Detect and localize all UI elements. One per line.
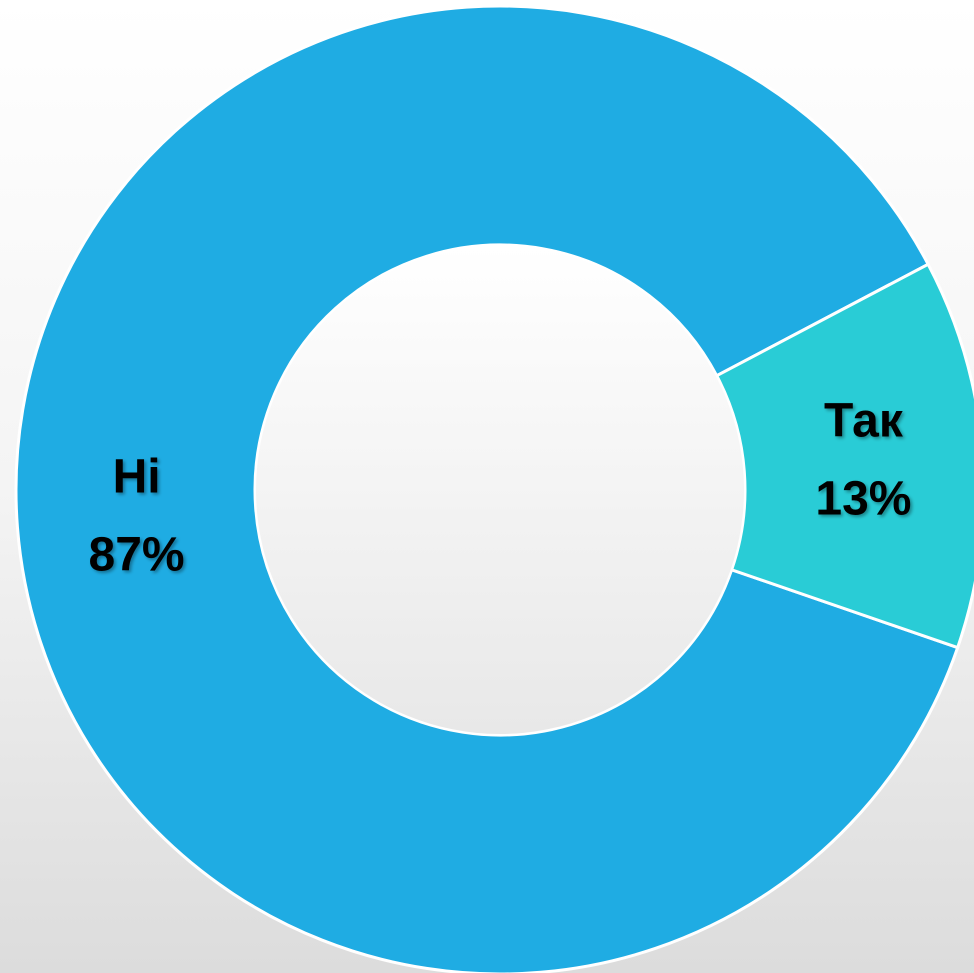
donut-slice xyxy=(14,4,960,973)
slice-label: Ні xyxy=(113,451,161,504)
donut-slice xyxy=(714,262,974,650)
slice-value-label: 87% xyxy=(89,529,185,582)
slice-value-label: 13% xyxy=(815,473,911,526)
donut-hole xyxy=(256,246,744,734)
slice-label: Так xyxy=(824,395,904,448)
